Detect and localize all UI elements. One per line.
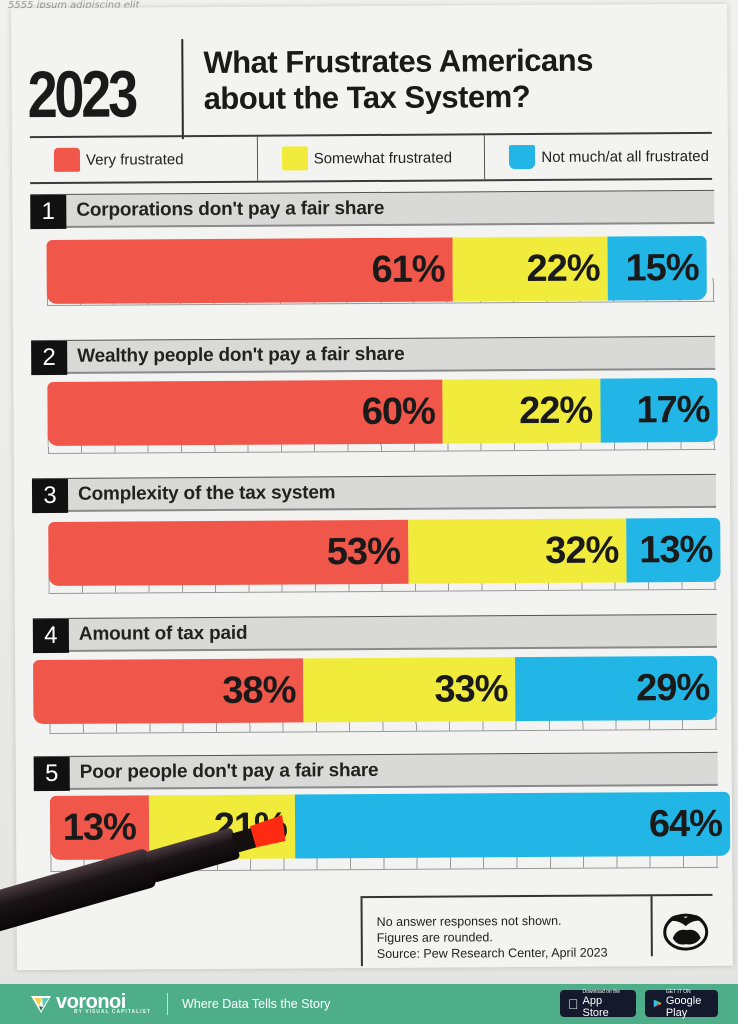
- stacked-bar: 60% 22% 17%: [47, 377, 718, 446]
- chart-title: What Frustrates Americans about the Tax …: [203, 42, 703, 117]
- stacked-bar: 61% 22% 15%: [46, 235, 707, 304]
- source-line: Source: Pew Research Center, April 2023: [376, 945, 608, 961]
- visual-capitalist-logo-icon: [663, 913, 709, 951]
- year-label: 2023: [27, 56, 136, 132]
- google-play-small-text: GET IT ON: [665, 988, 691, 995]
- bar-segment-not: 15%: [607, 235, 707, 301]
- blue-marker-swatch-icon: [509, 144, 536, 170]
- chart-row: 2 Wealthy people don't pay a fair share …: [31, 335, 718, 454]
- brand-subtitle: BY VISUAL CAPITALIST: [74, 1009, 151, 1015]
- row-number-badge: 4: [32, 618, 70, 654]
- legend-item-somewhat: Somewhat frustrated: [257, 135, 486, 181]
- bar-segment-somewhat: 32%: [407, 518, 627, 584]
- bar-segment-very: 53%: [48, 519, 409, 586]
- row-header: 1 Corporations don't pay a fair share: [30, 189, 715, 230]
- row-header: 5 Poor people don't pay a fair share: [33, 751, 718, 792]
- row-label: Wealthy people don't pay a fair share: [77, 343, 405, 367]
- apple-icon: : [568, 996, 579, 1012]
- legend-label: Not much/at all frustrated: [541, 147, 709, 166]
- app-store-button[interactable]:  Download on the App Store: [560, 989, 636, 1019]
- bar-segment-somewhat: 22%: [452, 236, 608, 302]
- chart-row: 5 Poor people don't pay a fair share 13%…: [33, 751, 731, 872]
- divider: [360, 898, 363, 967]
- stacked-bar: 38% 33% 29%: [33, 655, 718, 725]
- legend-item-not: Not much/at all frustrated: [485, 134, 712, 179]
- row-number-badge: 1: [30, 194, 67, 230]
- divider: [166, 993, 168, 1015]
- yellow-marker-swatch-icon: [281, 146, 308, 171]
- divider: [650, 896, 653, 957]
- source-notes: No answer responses not shown. Figures a…: [360, 893, 713, 967]
- red-marker-pen-icon: [0, 814, 286, 940]
- bar-segment-somewhat: 22%: [442, 378, 601, 444]
- row-number-badge: 3: [31, 478, 69, 514]
- chart-row: 4 Amount of tax paid 38% 33% 29%: [32, 613, 718, 734]
- row-label: Amount of tax paid: [78, 622, 248, 645]
- row-label: Corporations don't pay a fair share: [76, 197, 385, 221]
- legend-label: Somewhat frustrated: [313, 149, 453, 167]
- bar-segment-very: 60%: [47, 379, 444, 446]
- brand-tagline: Where Data Tells the Story: [181, 997, 331, 1011]
- row-label: Complexity of the tax system: [77, 482, 336, 505]
- row-header: 4 Amount of tax paid: [32, 613, 717, 654]
- bar-segment-not: 17%: [600, 377, 718, 443]
- bar-segment-not: 64%: [294, 791, 731, 859]
- row-number-badge: 5: [33, 756, 70, 792]
- legend-item-very: Very frustrated: [29, 136, 258, 183]
- google-play-button[interactable]: GET IT ON Google Play: [645, 988, 718, 1019]
- bar-segment-very: 38%: [33, 658, 304, 725]
- chart-row: 3 Complexity of the tax system 53% 32% 1…: [31, 473, 721, 594]
- title-line-1: What Frustrates Americans: [203, 42, 593, 81]
- stacked-bar: 53% 32% 13%: [48, 517, 721, 586]
- title-divider: [181, 39, 184, 140]
- legend-label: Very frustrated: [85, 150, 184, 169]
- brand-name: voronoi: [56, 991, 126, 1013]
- row-header: 3 Complexity of the tax system: [31, 473, 717, 514]
- background-text: 5555 ipsum: [8, 0, 68, 11]
- chart-sheet: 2023 What Frustrates Americans about the…: [11, 3, 733, 971]
- bar-segment-very: 61%: [46, 237, 453, 304]
- note-line: Figures are rounded.: [376, 930, 493, 945]
- app-store-big-text: App Store: [572, 995, 621, 1019]
- row-number-badge: 2: [31, 340, 68, 376]
- voronoi-logo-icon: [31, 996, 51, 1013]
- bar-segment-not: 29%: [515, 655, 718, 722]
- legend: Very frustrated Somewhat frustrated Not …: [29, 131, 713, 185]
- bar-segment-not: 13%: [626, 517, 721, 583]
- note-line: No answer responses not shown.: [376, 913, 562, 929]
- google-play-icon: [653, 999, 662, 1008]
- row-label: Poor people don't pay a fair share: [79, 759, 379, 783]
- bar-segment-somewhat: 33%: [303, 657, 516, 723]
- app-store-small-text: Download on the: [572, 989, 621, 1001]
- chart-row: 1 Corporations don't pay a fair share 0%…: [30, 189, 715, 306]
- red-marker-swatch-icon: [53, 147, 81, 172]
- voronoi-logo[interactable]: voronoi BY VISUAL CAPITALIST: [30, 991, 151, 1015]
- title-line-2: about the Tax System?: [203, 79, 531, 117]
- row-header: 2 Wealthy people don't pay a fair share: [31, 335, 716, 376]
- brand-footer: voronoi BY VISUAL CAPITALIST Where Data …: [0, 984, 738, 1024]
- notes-text: No answer responses not shown. Figures a…: [377, 913, 608, 962]
- background-text: adipiscing elit: [70, 0, 140, 11]
- google-play-big-text: Google Play: [665, 994, 702, 1019]
